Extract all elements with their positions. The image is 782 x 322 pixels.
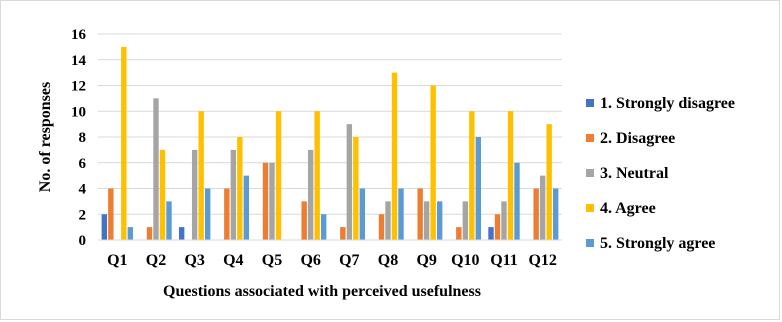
x-tick-label: Q4 bbox=[223, 252, 243, 269]
legend: 1. Strongly disagree 2. Disagree 3. Neutra… bbox=[586, 95, 735, 252]
bar-q9-series-4 bbox=[430, 85, 436, 240]
bar-q3-series-4 bbox=[198, 111, 204, 240]
bar-q2-series-5 bbox=[166, 201, 172, 240]
x-axis-title: Questions associated with perceived usef… bbox=[163, 283, 481, 300]
bar-q7-series-2 bbox=[340, 227, 346, 240]
bar-q10-series-5 bbox=[475, 137, 482, 240]
bars bbox=[101, 46, 559, 240]
bar-q1-series-4 bbox=[121, 46, 127, 240]
bar-q4-series-5 bbox=[243, 175, 250, 240]
bar-q10-series-4 bbox=[469, 111, 475, 240]
x-tick-label: Q10 bbox=[451, 252, 479, 269]
bar-q6-series-3 bbox=[307, 149, 314, 240]
bar-q9-series-2 bbox=[417, 188, 423, 240]
legend-swatch bbox=[586, 99, 594, 107]
bar-q11-series-2 bbox=[494, 214, 501, 240]
bar-q11-series-1 bbox=[488, 227, 494, 240]
bar-q12-series-5 bbox=[552, 188, 559, 240]
bar-q11-series-4 bbox=[507, 111, 514, 240]
bar-q9-series-3 bbox=[423, 201, 430, 240]
bar-q5-series-3 bbox=[269, 162, 275, 240]
legend-swatch bbox=[586, 169, 594, 177]
bar-q12-series-2 bbox=[533, 188, 539, 240]
legend-label: 5. Strongly agree bbox=[600, 235, 715, 252]
x-tick-label: Q3 bbox=[184, 252, 204, 269]
bar-q9-series-5 bbox=[436, 201, 443, 240]
legend-swatch bbox=[586, 239, 594, 247]
bar-q4-series-2 bbox=[224, 188, 230, 240]
x-tick-label: Q9 bbox=[416, 252, 436, 269]
x-tick-label: Q5 bbox=[262, 252, 282, 269]
bar-q1-series-5 bbox=[127, 227, 134, 240]
legend-label: 1. Strongly disagree bbox=[600, 95, 735, 112]
bar-q10-series-3 bbox=[462, 201, 469, 240]
bar-q5-series-4 bbox=[275, 111, 282, 240]
bar-q11-series-3 bbox=[501, 201, 507, 240]
bar-q3-series-1 bbox=[178, 227, 185, 240]
bar-q7-series-4 bbox=[353, 137, 359, 240]
x-tick-label: Q12 bbox=[528, 252, 556, 269]
bar-q4-series-4 bbox=[237, 137, 243, 240]
legend-label: 3. Neutral bbox=[600, 165, 669, 182]
y-tick-label: 0 bbox=[79, 233, 87, 249]
bar-q1-series-1 bbox=[101, 214, 108, 240]
bar-q7-series-5 bbox=[359, 188, 366, 240]
bar-q12-series-4 bbox=[546, 124, 552, 240]
y-tick-label: 12 bbox=[71, 79, 86, 95]
x-tick-label: Q8 bbox=[378, 252, 398, 269]
x-tick-labels: Q1 Q2 Q3 Q4 Q5 Q6 Q7 Q8 Q9 Q10 Q11 Q12 bbox=[107, 252, 557, 269]
legend-swatch bbox=[586, 204, 594, 212]
x-tick-label: Q2 bbox=[146, 252, 166, 269]
bar-q10-series-2 bbox=[456, 227, 462, 240]
bar-q6-series-5 bbox=[320, 214, 327, 240]
bar-q6-series-2 bbox=[301, 201, 307, 240]
bar-q8-series-3 bbox=[385, 201, 391, 240]
y-tick-labels: 0 2 4 6 8 10 12 14 16 bbox=[71, 27, 87, 249]
bar-q3-series-5 bbox=[204, 188, 211, 240]
bar-q7-series-3 bbox=[346, 124, 353, 240]
y-axis-title: No. of responses bbox=[37, 82, 54, 192]
bar-q2-series-3 bbox=[153, 98, 159, 240]
y-tick-label: 4 bbox=[79, 182, 87, 198]
bar-q3-series-3 bbox=[191, 149, 198, 240]
bar-q4-series-3 bbox=[230, 149, 237, 240]
bar-q8-series-5 bbox=[398, 188, 404, 240]
gridlines bbox=[98, 33, 562, 215]
legend-swatch bbox=[586, 134, 594, 142]
bar-q5-series-2 bbox=[262, 162, 269, 240]
bar-q11-series-5 bbox=[514, 162, 520, 240]
y-tick-label: 6 bbox=[79, 156, 87, 172]
bar-q1-series-2 bbox=[108, 188, 114, 240]
bar-q2-series-2 bbox=[146, 227, 153, 240]
legend-label: 2. Disagree bbox=[600, 130, 675, 147]
bar-q6-series-4 bbox=[314, 111, 320, 240]
bar-q8-series-4 bbox=[391, 72, 398, 240]
y-tick-label: 14 bbox=[71, 53, 87, 69]
legend-label: 4. Agree bbox=[600, 200, 656, 217]
y-tick-label: 8 bbox=[79, 130, 87, 146]
y-tick-label: 16 bbox=[71, 27, 87, 43]
x-tick-label: Q7 bbox=[339, 252, 359, 269]
x-tick-label: Q6 bbox=[300, 252, 320, 269]
y-tick-label: 2 bbox=[79, 207, 87, 223]
bar-q8-series-2 bbox=[378, 214, 385, 240]
y-tick-label: 10 bbox=[71, 104, 86, 120]
x-tick-label: Q1 bbox=[107, 252, 127, 269]
x-tick-label: Q11 bbox=[490, 252, 518, 269]
bar-q12-series-3 bbox=[539, 175, 546, 240]
bar-q2-series-4 bbox=[159, 149, 166, 240]
